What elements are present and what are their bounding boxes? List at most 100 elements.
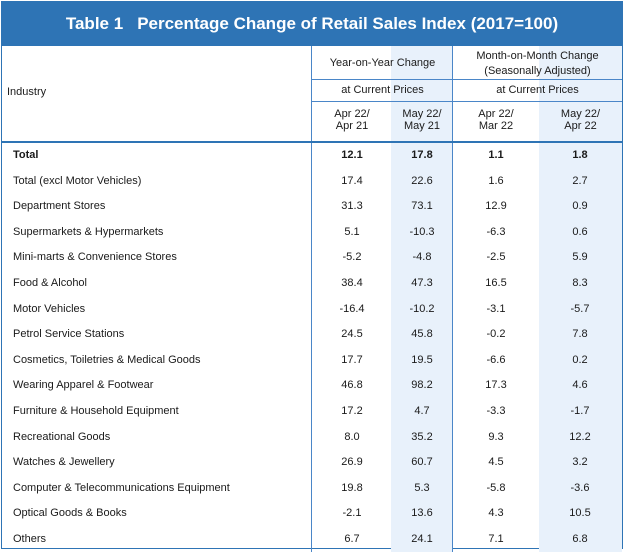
value-cell: 38.4 xyxy=(341,277,363,289)
value-cell: 5.9 xyxy=(572,251,588,264)
rule-h-sub xyxy=(312,101,622,102)
value-cell: 4.5 xyxy=(488,456,504,469)
value-cell: -6.3 xyxy=(486,225,506,238)
industry-name: Department Stores xyxy=(13,200,106,213)
value-cell: 10.5 xyxy=(569,507,591,520)
value-cell: 60.7 xyxy=(411,456,433,469)
value-cell: 0.6 xyxy=(572,225,588,238)
rule-v-groups xyxy=(452,46,453,552)
rule-h-header-bottom xyxy=(2,141,622,143)
value-cell: 12.1 xyxy=(341,149,363,161)
value-cell: 47.3 xyxy=(411,277,433,289)
shade-col-4 xyxy=(539,46,622,552)
value-cell: 3.2 xyxy=(572,456,588,469)
table-row: Motor Vehicles -16.4 -10.2 -3.1 -5.7 xyxy=(2,297,622,323)
col-4-header: May 22/Apr 22 xyxy=(560,108,601,132)
mom-group-header-line2: (Seasonally Adjusted) xyxy=(484,65,591,77)
value-cell: 19.5 xyxy=(411,353,433,366)
value-cell: -3.3 xyxy=(486,405,506,417)
table-row: Optical Goods & Books -2.1 13.6 4.3 10.5 xyxy=(2,501,622,527)
value-cell: 7.8 xyxy=(572,328,588,341)
col-2-header: May 22/May 21 xyxy=(402,108,442,132)
value-cell: 17.3 xyxy=(485,379,507,392)
value-cell: 45.8 xyxy=(411,328,433,341)
value-cell: 26.9 xyxy=(341,456,363,469)
value-cell: 24.1 xyxy=(411,533,433,545)
value-cell: 35.2 xyxy=(411,430,433,443)
value-cell: -6.6 xyxy=(486,353,506,366)
table-row: Furniture & Household Equipment 17.2 4.7 -3… xyxy=(2,399,622,425)
industry-name: Total xyxy=(13,149,39,161)
value-cell: 4.6 xyxy=(572,379,588,392)
industry-name: Furniture & Household Equipment xyxy=(13,405,179,417)
value-cell: 4.3 xyxy=(488,507,504,520)
table-row: Watches & Jewellery 26.9 60.7 4.5 3.2 xyxy=(2,450,622,476)
mom-subheader: at Current Prices xyxy=(496,84,579,96)
industry-name: Petrol Service Stations xyxy=(13,328,125,341)
value-cell: -2.1 xyxy=(342,507,362,520)
value-cell: 5.1 xyxy=(344,225,360,238)
table-row: Supermarkets & Hypermarkets 5.1 -10.3 -6.3 0… xyxy=(2,220,622,246)
value-cell: 6.8 xyxy=(572,533,588,545)
value-cell: 8.0 xyxy=(344,430,360,443)
value-cell: -5.8 xyxy=(486,481,506,494)
value-cell: 12.9 xyxy=(485,200,507,213)
value-cell: 17.8 xyxy=(411,149,433,161)
industry-name: Supermarkets & Hypermarkets xyxy=(13,225,164,238)
table-number: Table 1 xyxy=(65,14,124,33)
value-cell: 98.2 xyxy=(411,379,433,392)
industry-name: Cosmetics, Toiletries & Medical Goods xyxy=(13,353,201,366)
value-cell: 16.5 xyxy=(485,277,507,289)
value-cell: -0.2 xyxy=(486,328,506,341)
table-row: Total 12.1 17.8 1.1 1.8 xyxy=(2,143,622,169)
table-row: Mini-marts & Convenience Stores -5.2 -4.8 -… xyxy=(2,245,622,271)
value-cell: 4.7 xyxy=(414,405,430,417)
value-cell: -1.7 xyxy=(570,405,590,417)
value-cell: 8.3 xyxy=(572,277,588,289)
value-cell: -10.2 xyxy=(409,302,435,315)
table-row: Others 6.7 24.1 7.1 6.8 xyxy=(2,527,622,553)
value-cell: -16.4 xyxy=(339,302,365,315)
value-cell: -3.1 xyxy=(486,302,506,315)
table-row: Computer & Telecommunications Equipment 1… xyxy=(2,476,622,502)
value-cell: 22.6 xyxy=(411,174,433,187)
value-cell: 13.6 xyxy=(411,507,433,520)
value-cell: 0.2 xyxy=(572,353,588,366)
table-title-text: Percentage Change of Retail Sales Index … xyxy=(137,14,559,33)
value-cell: 46.8 xyxy=(341,379,363,392)
value-cell: 2.7 xyxy=(572,174,588,187)
value-cell: -2.5 xyxy=(486,251,506,264)
value-cell: -4.8 xyxy=(412,251,432,264)
col-1-header: Apr 22/Apr 21 xyxy=(334,108,370,132)
industry-name: Total (excl Motor Vehicles) xyxy=(13,174,142,187)
industry-name: Recreational Goods xyxy=(13,430,111,443)
value-cell: 1.8 xyxy=(572,149,588,161)
value-cell: 12.2 xyxy=(569,430,591,443)
value-cell: 17.4 xyxy=(341,174,363,187)
value-cell: 6.7 xyxy=(344,533,360,545)
shade-col-2 xyxy=(391,46,453,552)
industry-name: Watches & Jewellery xyxy=(13,456,115,469)
value-cell: -3.6 xyxy=(570,481,590,494)
value-cell: 17.7 xyxy=(341,353,363,366)
table-row: Wearing Apparel & Footwear 46.8 98.2 17.3 4.… xyxy=(2,373,622,399)
mom-group-header-line1: Month-on-Month Change xyxy=(476,50,599,62)
value-cell: 9.3 xyxy=(488,430,504,443)
value-cell: -5.2 xyxy=(342,251,362,264)
industry-name: Mini-marts & Convenience Stores xyxy=(13,251,177,264)
industry-name: Computer & Telecommunications Equipment xyxy=(13,481,230,494)
industry-name: Others xyxy=(13,533,47,545)
table-row: Petrol Service Stations 24.5 45.8 -0.2 7.8 xyxy=(2,322,622,348)
table-row: Cosmetics, Toiletries & Medical Goods 17.… xyxy=(2,348,622,374)
yoy-group-header: Year-on-Year Change xyxy=(329,57,436,69)
value-cell: 1.6 xyxy=(488,174,504,187)
value-cell: 19.8 xyxy=(341,481,363,494)
rule-h-group xyxy=(312,79,622,80)
rule-v-industry xyxy=(311,46,312,552)
value-cell: 7.1 xyxy=(488,533,504,545)
value-cell: -5.7 xyxy=(570,302,590,315)
table-row: Total (excl Motor Vehicles) 17.4 22.6 1.6 2.… xyxy=(2,169,622,195)
industry-name: Optical Goods & Books xyxy=(13,507,127,520)
value-cell: 24.5 xyxy=(341,328,363,341)
